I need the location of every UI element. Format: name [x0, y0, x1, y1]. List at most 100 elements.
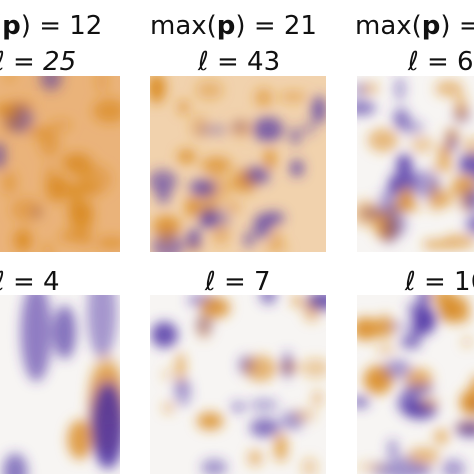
orange-blob	[422, 239, 455, 250]
purple-blob	[400, 337, 412, 348]
orange-blob	[176, 352, 186, 383]
orange-blob	[438, 142, 451, 165]
orange-blob	[428, 195, 444, 212]
col3-title-rest: ) =	[440, 11, 474, 41]
purple-blob	[2, 453, 28, 474]
orange-blob	[367, 128, 399, 153]
col2-top-label: ℓ = 43	[197, 47, 280, 77]
purple-blob	[377, 191, 394, 208]
col3-top-label: ℓ = 6	[407, 47, 474, 77]
orange-blob	[264, 148, 276, 170]
purple-blob	[386, 456, 420, 474]
col3-title-prefix: max(	[355, 11, 422, 41]
orange-blob	[431, 295, 455, 310]
orange-blob	[439, 309, 471, 324]
purple-blob	[196, 125, 230, 135]
orange-blob	[42, 241, 53, 252]
col2-title-prefix: max(	[150, 11, 217, 41]
orange-blob	[95, 237, 120, 249]
purple-blob	[156, 185, 170, 205]
orange-blob	[162, 368, 171, 382]
purple-blob	[413, 465, 432, 474]
orange-blob	[159, 232, 174, 248]
orange-blob	[444, 127, 460, 143]
col2-title: max(p) = 21	[150, 11, 317, 41]
orange-blob	[274, 432, 288, 462]
orange-blob	[58, 232, 92, 241]
orange-blob	[95, 76, 108, 94]
purple-blob	[459, 152, 474, 175]
orange-blob	[150, 76, 165, 105]
col1-title-rest: ) = 12	[21, 11, 103, 41]
orange-blob	[300, 358, 326, 378]
orange-blob	[179, 100, 188, 115]
orange-blob	[196, 315, 211, 340]
orange-blob	[407, 447, 440, 465]
orange-blob	[278, 92, 308, 102]
purple-blob	[394, 76, 406, 102]
purple-blob	[357, 100, 376, 116]
purple-blob	[249, 398, 279, 411]
orange-blob	[461, 136, 474, 157]
orange-blob	[68, 200, 94, 223]
purple-blob	[441, 458, 466, 474]
purple-blob	[91, 382, 120, 469]
purple-blob	[409, 324, 422, 350]
purple-blob	[189, 179, 217, 198]
orange-blob	[25, 126, 53, 137]
purple-blob	[262, 211, 285, 225]
orange-blob	[10, 198, 43, 222]
orange-blob	[470, 377, 474, 402]
orange-blob	[434, 80, 464, 97]
purple-blob	[383, 359, 412, 380]
col3-bottom-label: ℓ = 16	[404, 267, 474, 297]
orange-blob	[375, 314, 394, 340]
purple-blob	[87, 295, 117, 359]
orange-blob	[13, 229, 32, 252]
purple-blob	[290, 127, 301, 146]
purple-blob	[282, 351, 292, 380]
purple-blob	[231, 401, 246, 413]
heatmap-panel-bottom-2	[150, 295, 326, 474]
purple-blob	[249, 418, 281, 438]
orange-blob	[454, 94, 468, 122]
col1-title-prefix: (	[0, 11, 2, 41]
orange-blob	[418, 398, 440, 408]
orange-blob	[2, 170, 17, 195]
orange-blob	[225, 200, 241, 214]
orange-blob	[196, 412, 224, 431]
purple-blob	[419, 295, 430, 308]
heatmap-field	[357, 295, 474, 474]
purple-blob	[290, 160, 304, 177]
orange-blob	[312, 390, 322, 407]
purple-blob	[387, 439, 398, 459]
orange-blob	[61, 153, 89, 173]
orange-blob	[410, 135, 435, 155]
orange-blob	[244, 355, 277, 382]
purple-blob	[465, 214, 474, 235]
orange-blob	[469, 404, 474, 415]
orange-blob	[261, 243, 290, 252]
heatmap-field	[150, 76, 326, 252]
heatmap-panel-bottom-1	[0, 295, 120, 474]
orange-blob	[357, 317, 381, 341]
orange-blob	[0, 121, 13, 134]
purple-blob	[243, 231, 254, 248]
heatmap-panel-top-1	[0, 76, 120, 252]
purple-blob	[388, 176, 400, 198]
orange-blob	[0, 105, 18, 120]
col2-title-rest: ) = 21	[235, 11, 317, 41]
purple-blob	[252, 116, 284, 142]
orange-blob	[68, 216, 94, 232]
purple-blob	[311, 95, 326, 124]
purple-blob	[150, 169, 178, 193]
orange-blob	[292, 295, 301, 307]
orange-blob	[440, 190, 453, 208]
orange-blob	[357, 200, 380, 227]
col2-title-p: p	[217, 11, 236, 41]
orange-blob	[254, 88, 273, 108]
orange-blob	[67, 419, 93, 460]
orange-blob	[162, 402, 174, 414]
purple-blob	[385, 209, 407, 238]
